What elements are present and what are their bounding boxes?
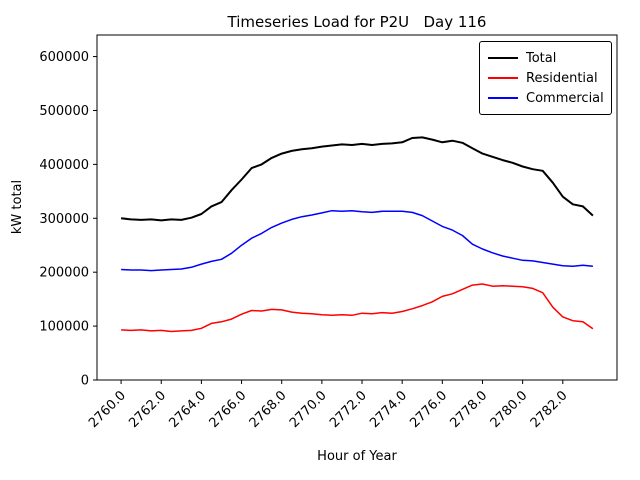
x-tick-label: 2764.0	[166, 388, 209, 431]
total-line-swatch	[488, 57, 518, 59]
x-axis-label: Hour of Year	[317, 449, 397, 464]
x-tick-label: 2766.0	[207, 388, 250, 431]
x-axis: 2760.02762.02764.02766.02768.02770.02772…	[86, 380, 571, 431]
y-tick-label: 300000	[39, 212, 89, 227]
y-tick-label: 100000	[39, 320, 89, 335]
y-tick-label: 400000	[39, 158, 89, 173]
x-tick-label: 2778.0	[448, 388, 491, 431]
y-axis-label: kW total	[10, 179, 25, 235]
series-residential-line	[121, 283, 594, 333]
x-tick-label: 2772.0	[327, 388, 370, 431]
y-tick-label: 200000	[39, 266, 89, 281]
x-tick-label: 2776.0	[407, 388, 450, 431]
x-tick-label: 2760.0	[86, 388, 129, 431]
chart-title: Timeseries Load for P2U Day 116	[227, 13, 487, 31]
x-tick-label: 2762.0	[126, 388, 169, 431]
x-tick-label: 2768.0	[247, 388, 290, 431]
residential-line-swatch	[488, 77, 518, 79]
legend: Total Residential Commercial	[479, 41, 612, 115]
legend-entry-commercial: Commercial	[488, 88, 604, 108]
x-tick-label: 2780.0	[488, 388, 531, 431]
series-commercial-line	[121, 209, 593, 272]
legend-entry-total: Total	[488, 48, 603, 68]
legend-entry-residential: Residential	[488, 68, 603, 88]
x-tick-label: 2782.0	[528, 388, 571, 431]
plot-lines	[120, 136, 594, 333]
y-tick-label: 0	[81, 374, 89, 389]
axes-frame	[96, 34, 618, 381]
x-tick-label: 2774.0	[367, 388, 410, 431]
y-tick-label: 500000	[39, 104, 89, 119]
legend-label-commercial: Commercial	[526, 90, 604, 106]
series-total-line	[120, 136, 594, 222]
y-axis: 0 100000 200000 300000 400000 500000 600000	[39, 50, 97, 389]
commercial-line-swatch	[488, 97, 518, 99]
legend-label-total: Total	[526, 50, 557, 66]
legend-label-residential: Residential	[526, 70, 598, 86]
y-tick-label: 600000	[39, 50, 89, 65]
x-tick-label: 2770.0	[287, 388, 330, 431]
